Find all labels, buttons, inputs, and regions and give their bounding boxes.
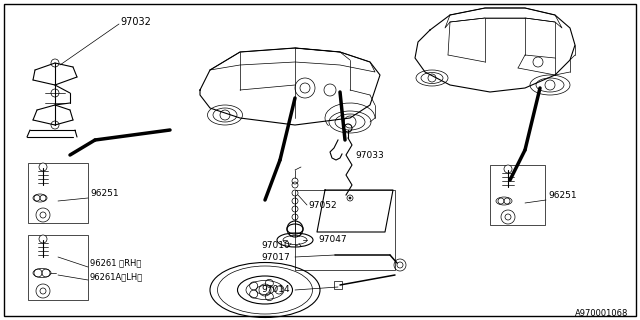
Text: 97033: 97033 <box>355 150 384 159</box>
Text: 97047: 97047 <box>318 236 347 244</box>
Text: 97010: 97010 <box>261 241 290 250</box>
Circle shape <box>504 165 512 173</box>
Bar <box>334 281 342 289</box>
Text: 96251: 96251 <box>548 190 577 199</box>
Text: 96261 〈RH〉: 96261 〈RH〉 <box>90 259 141 268</box>
Bar <box>295 190 395 270</box>
Text: 97032: 97032 <box>120 17 151 27</box>
Bar <box>28 235 88 300</box>
Bar <box>490 165 545 225</box>
Text: 97052: 97052 <box>308 201 337 210</box>
Circle shape <box>39 235 47 243</box>
Text: 96251: 96251 <box>90 188 118 197</box>
Circle shape <box>349 197 351 199</box>
Text: 97014: 97014 <box>261 285 290 294</box>
Circle shape <box>39 163 47 171</box>
Text: 96261A〈LH〉: 96261A〈LH〉 <box>90 273 143 282</box>
Circle shape <box>347 195 353 201</box>
Text: 97017: 97017 <box>261 252 290 261</box>
Text: A970001068: A970001068 <box>575 308 628 317</box>
Bar <box>28 163 88 223</box>
